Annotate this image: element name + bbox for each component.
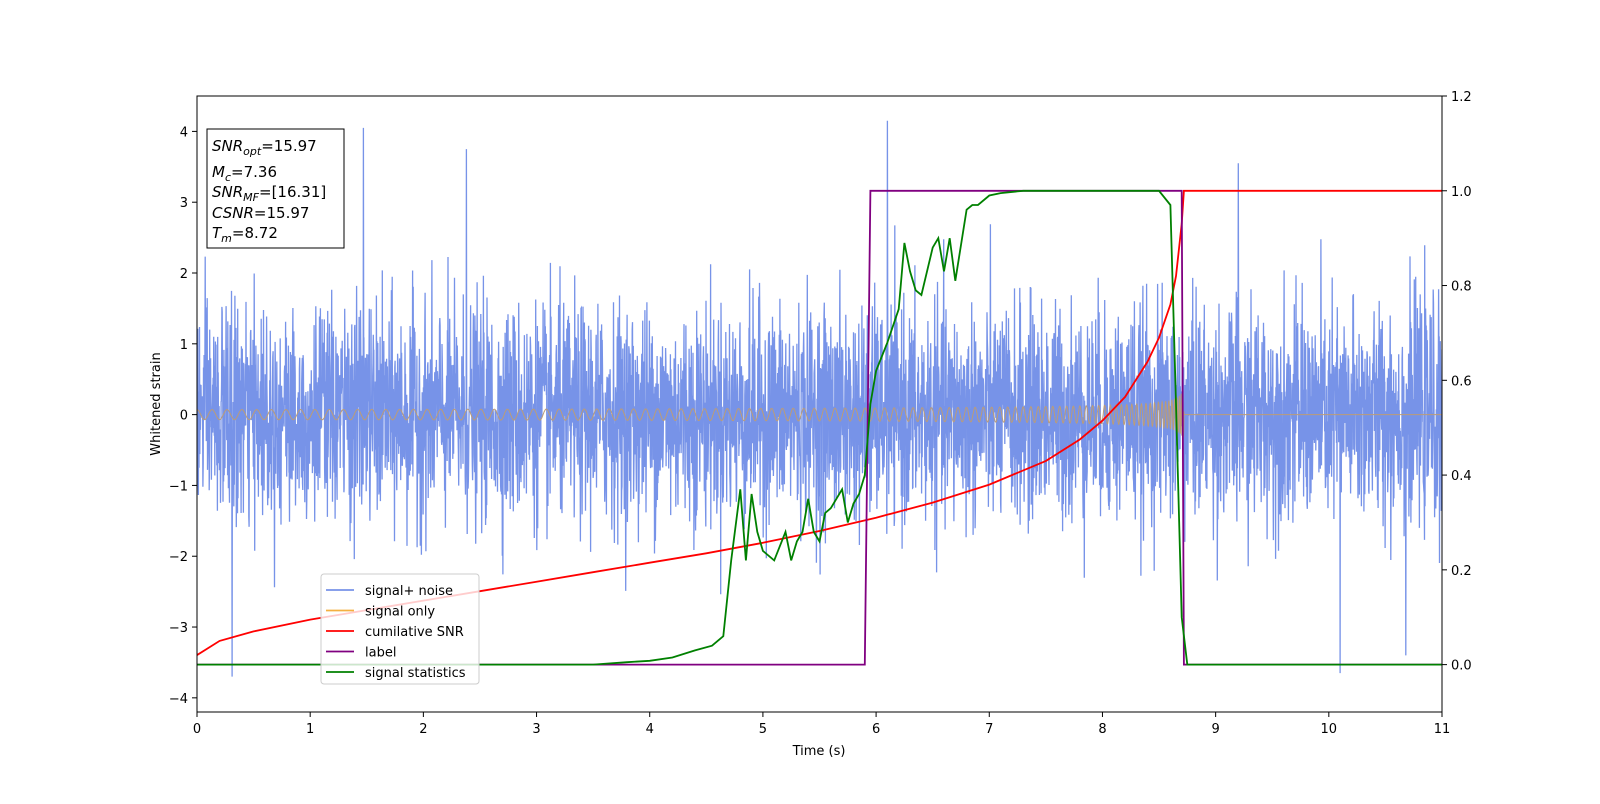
y-axis-ticks: −4 −3 −2 −1 0 1 2 3 4	[169, 125, 197, 707]
info-tm: Tm=8.72	[212, 224, 278, 245]
legend-item: label	[326, 646, 396, 661]
x-tick-label: 5	[759, 722, 767, 737]
info-box-frame	[206, 128, 345, 249]
x-tick-label: 8	[1098, 722, 1106, 737]
legend: signal+ noise signal only cumilative SNR la…	[320, 573, 480, 685]
y2-tick-label: 0.6	[1451, 374, 1472, 389]
signal-statistics-series	[197, 189, 1442, 666]
legend-label: signal only	[365, 605, 435, 620]
x-tick-label: 0	[193, 722, 201, 737]
y-tick-label: −2	[169, 550, 188, 565]
y2-tick-label: 0.2	[1451, 564, 1472, 579]
x-tick-label: 7	[985, 722, 993, 737]
legend-label: cumilative SNR	[365, 625, 464, 640]
x-tick-label: 10	[1321, 722, 1338, 737]
y2-tick-label: 1.2	[1451, 90, 1472, 105]
y-tick-label: 1	[180, 338, 188, 353]
y-axis-label: Whitened strain	[149, 352, 164, 455]
info-csnr: CSNR=15.97	[212, 204, 309, 222]
x-tick-label: 2	[419, 722, 427, 737]
y-tick-label: −1	[169, 479, 188, 494]
signal-noise-series	[197, 120, 1442, 677]
legend-label: signal statistics	[365, 666, 466, 681]
y2-tick-label: 0.4	[1451, 469, 1472, 484]
x-tick-label: 1	[306, 722, 314, 737]
x-tick-label: 6	[872, 722, 880, 737]
y-tick-label: 4	[180, 125, 188, 140]
x-tick-label: 4	[646, 722, 654, 737]
y-tick-label: 3	[180, 196, 188, 211]
legend-item: signal statistics	[326, 666, 466, 681]
y-tick-label: 2	[180, 267, 188, 282]
x-axis-ticks: 0 1 2 3 4 5 6 7 8 9 10 11	[193, 712, 1450, 737]
info-box: SNRopt=15.97 Mc=7.36 SNRMF=[16.31] CSNR=…	[206, 128, 345, 249]
signal-only-series	[197, 392, 1442, 438]
info-snr-opt: SNRopt=15.97	[212, 137, 317, 158]
y-tick-label: −3	[169, 621, 188, 636]
info-mc: Mc=7.36	[212, 163, 277, 184]
x-tick-label: 9	[1211, 722, 1219, 737]
y2-tick-label: 0.8	[1451, 280, 1472, 295]
x-tick-label: 3	[532, 722, 540, 737]
legend-label: label	[365, 646, 396, 661]
legend-item: signal+ noise	[326, 584, 453, 599]
legend-frame	[320, 573, 480, 685]
x-tick-label: 11	[1434, 722, 1451, 737]
y2-tick-label: 1.0	[1451, 185, 1472, 200]
y2-tick-label: 0.0	[1451, 659, 1472, 674]
plot-frame	[196, 95, 1443, 713]
y2-axis-ticks: 0.0 0.2 0.4 0.6 0.8 1.0 1.2	[1442, 90, 1472, 674]
legend-items: signal+ noise signal only cumilative SNR la…	[326, 584, 466, 681]
y-tick-label: 0	[180, 409, 188, 424]
y-tick-label: −4	[169, 692, 188, 707]
legend-item: cumilative SNR	[326, 625, 464, 640]
legend-label: signal+ noise	[365, 584, 453, 599]
info-snr-mf: SNRMF=[16.31]	[212, 183, 326, 204]
legend-item: signal only	[326, 605, 435, 620]
x-axis-label: Time (s)	[792, 744, 846, 759]
